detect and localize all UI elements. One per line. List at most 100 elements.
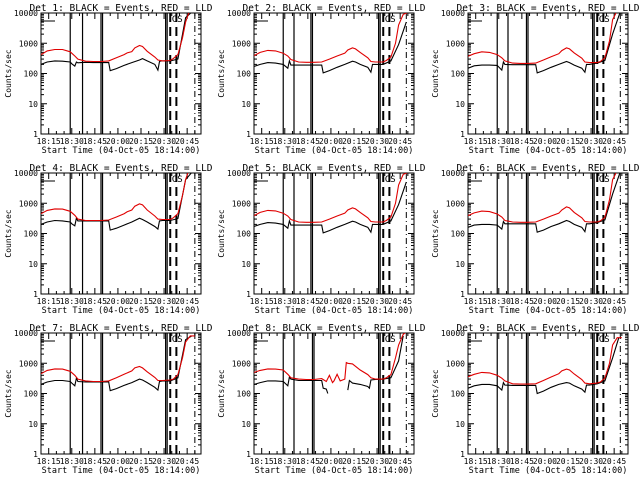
y-tick-label: 100 [237, 230, 252, 239]
x-axis-label: Start Time (04-Oct-05 18:14:00) [42, 146, 201, 156]
plot-area: CS [468, 13, 621, 134]
y-tick-label: 10000 [227, 169, 251, 178]
y-tick-label: 1 [460, 450, 465, 459]
x-tick-label: 18:45 [83, 137, 107, 146]
x-axis-label: Start Time (04-Oct-05 18:14:00) [255, 466, 414, 476]
series-line-lld [41, 173, 189, 222]
x-tick-label: 18:30 [487, 137, 511, 146]
y-tick-label: 10000 [14, 329, 38, 338]
y-tick-label: 10000 [441, 9, 465, 18]
x-tick-label: 20:45 [175, 297, 199, 306]
x-tick-label: 18:45 [83, 457, 107, 466]
series-line-lld [468, 337, 622, 385]
y-axis-label: Counts/sec [217, 49, 226, 97]
y-tick-label: 1000 [232, 39, 251, 48]
plot-area: CS [254, 13, 408, 134]
x-tick-label: 20:15 [556, 457, 580, 466]
x-tick-label: 20:30 [365, 137, 389, 146]
x-tick-label: 20:30 [152, 297, 176, 306]
x-tick-label: 18:30 [273, 137, 297, 146]
cs-marker-label: CS [385, 175, 396, 185]
cs-marker-label: CS [599, 335, 610, 345]
x-tick-label: 18:45 [296, 137, 320, 146]
series-line-lld [254, 333, 406, 384]
plot-area: CS [468, 333, 622, 454]
x-tick-label: 20:45 [175, 137, 199, 146]
series-line-events [41, 335, 193, 392]
chart-title: Det 3: BLACK = Events, RED = LLD [456, 3, 639, 14]
x-tick-label: 20:00 [106, 457, 130, 466]
chart-title: Det 5: BLACK = Events, RED = LLD [242, 163, 425, 174]
x-axis-label: Start Time (04-Oct-05 18:14:00) [469, 146, 628, 156]
x-tick-label: 18:30 [60, 457, 84, 466]
x-tick-label: 20:00 [319, 297, 343, 306]
x-tick-label: 20:30 [579, 297, 603, 306]
panel-det-1: Det 1: BLACK = Events, RED = LLD 1 10 100 10… [4, 3, 213, 156]
y-axis-label: Counts/sec [431, 49, 440, 97]
x-tick-label: 18:15 [250, 297, 274, 306]
x-tick-label: 20:30 [152, 457, 176, 466]
x-tick-label: 20:45 [388, 297, 412, 306]
x-tick-label: 18:30 [60, 137, 84, 146]
x-tick-label: 20:00 [319, 137, 343, 146]
chart-title: Det 7: BLACK = Events, RED = LLD [29, 323, 212, 334]
y-tick-label: 10 [241, 420, 251, 429]
x-tick-label: 20:00 [106, 137, 130, 146]
y-tick-label: 10 [28, 420, 38, 429]
x-tick-label: 18:45 [83, 297, 107, 306]
series-line-lld [468, 173, 617, 223]
x-tick-label: 20:15 [342, 137, 366, 146]
y-tick-label: 100 [24, 70, 39, 79]
series-line-lld [41, 335, 195, 383]
y-tick-label: 10000 [441, 329, 465, 338]
series-line-events [254, 335, 404, 394]
series-line-events [468, 13, 621, 74]
x-tick-label: 18:15 [37, 297, 61, 306]
panel-det-4: Det 4: BLACK = Events, RED = LLD 1 10 100 10… [4, 163, 213, 316]
x-tick-label: 20:30 [579, 137, 603, 146]
x-tick-label: 18:45 [510, 457, 534, 466]
x-tick-label: 20:00 [533, 457, 557, 466]
y-tick-label: 100 [237, 70, 252, 79]
x-tick-label: 20:00 [319, 457, 343, 466]
y-tick-label: 1 [33, 130, 38, 139]
y-tick-label: 1000 [19, 199, 38, 208]
y-axis-label: Counts/sec [431, 209, 440, 257]
cs-marker-label: CS [385, 15, 396, 25]
panel-det-5: Det 5: BLACK = Events, RED = LLD 1 10 100 10… [217, 163, 426, 316]
y-tick-label: 10 [28, 100, 38, 109]
cs-marker-label: CS [385, 335, 396, 345]
y-tick-label: 10 [455, 420, 465, 429]
y-tick-label: 1000 [446, 359, 465, 368]
y-tick-label: 100 [451, 230, 466, 239]
x-tick-label: 20:15 [129, 137, 153, 146]
series-line-events [254, 21, 407, 74]
y-axis-label: Counts/sec [431, 369, 440, 417]
x-tick-label: 20:15 [129, 297, 153, 306]
y-tick-label: 10 [28, 260, 38, 269]
x-tick-label: 20:45 [602, 297, 626, 306]
x-tick-label: 20:30 [152, 137, 176, 146]
x-tick-label: 20:45 [602, 137, 626, 146]
y-tick-label: 10000 [14, 169, 38, 178]
y-axis-label: Counts/sec [217, 369, 226, 417]
series-line-events [41, 173, 192, 231]
y-axis-label: Counts/sec [217, 209, 226, 257]
y-tick-label: 10000 [14, 9, 38, 18]
x-tick-label: 18:15 [37, 457, 61, 466]
x-axis-label: Start Time (04-Oct-05 18:14:00) [42, 306, 201, 316]
y-tick-label: 1000 [446, 199, 465, 208]
x-tick-label: 18:30 [60, 297, 84, 306]
y-axis-label: Counts/sec [4, 49, 13, 97]
series-line-lld [41, 13, 190, 63]
y-tick-label: 100 [24, 390, 39, 399]
x-tick-label: 20:15 [342, 457, 366, 466]
y-tick-label: 1 [246, 290, 251, 299]
series-line-lld [254, 173, 408, 223]
y-tick-label: 1 [33, 290, 38, 299]
x-tick-label: 18:45 [296, 457, 320, 466]
chart-title: Det 4: BLACK = Events, RED = LLD [29, 163, 212, 174]
x-tick-label: 20:15 [342, 297, 366, 306]
y-tick-label: 1 [246, 130, 251, 139]
